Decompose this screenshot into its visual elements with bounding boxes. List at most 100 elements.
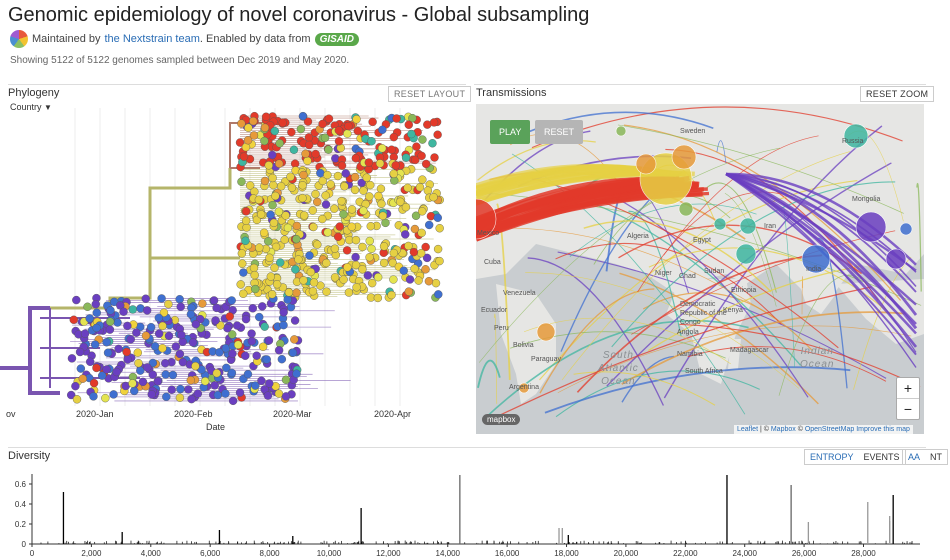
tip-marker: [334, 137, 344, 146]
transmission-map[interactable]: [476, 104, 924, 434]
tip-marker: [404, 120, 413, 129]
tip-marker: [209, 296, 219, 305]
place-label: Egypt: [693, 237, 711, 244]
tip-marker: [309, 222, 318, 232]
x-tick-label: 4,000: [141, 549, 162, 558]
tip-marker: [291, 265, 300, 274]
landmass: [496, 284, 556, 404]
place-label: Democratic Republic of the Congo: [680, 301, 727, 326]
tip-marker: [141, 331, 151, 340]
events-button[interactable]: EVENTS: [863, 452, 900, 462]
transmission-arc: [783, 209, 795, 368]
tip-marker: [138, 377, 148, 387]
tip-marker: [161, 359, 170, 368]
tip-marker: [426, 211, 436, 221]
x-tick-label: 28,000: [851, 549, 876, 558]
tip-marker: [365, 192, 374, 201]
tip-marker: [281, 211, 290, 220]
color-by-select[interactable]: Country ▼: [10, 102, 52, 112]
tip-marker: [237, 119, 246, 128]
leaflet-link[interactable]: Leaflet: [737, 426, 759, 433]
tip-marker: [233, 340, 243, 349]
y-tick-label: 0.4: [15, 500, 27, 509]
reset-layout-button[interactable]: RESET LAYOUT: [388, 86, 472, 102]
tip-marker: [280, 235, 289, 244]
tip-marker: [374, 191, 383, 201]
tip-marker: [373, 272, 383, 282]
tip-marker: [258, 342, 268, 351]
tip-marker: [367, 278, 377, 288]
phylogeny-title: Phylogeny: [8, 87, 60, 99]
aa-button[interactable]: AA: [908, 452, 921, 462]
tip-marker: [269, 180, 278, 190]
nt-button[interactable]: NT: [930, 452, 943, 462]
tip-marker: [274, 389, 284, 398]
tip-marker: [150, 342, 160, 351]
tip-marker: [241, 236, 250, 245]
tip-marker: [292, 234, 301, 244]
place-label: Sudan: [704, 268, 725, 275]
improve-map-link[interactable]: Improve this map: [856, 426, 910, 433]
tip-marker: [343, 129, 352, 138]
zoom-out-button[interactable]: −: [897, 398, 919, 419]
tip-marker: [306, 267, 316, 277]
tip-marker: [91, 299, 100, 309]
place-label: Bolivia: [513, 342, 534, 349]
tip-marker: [403, 183, 412, 193]
maintainer-link[interactable]: the Nextstrain team: [104, 33, 200, 45]
mapbox-link[interactable]: Mapbox: [770, 426, 796, 433]
entropy-chart[interactable]: 0.6 0.4 0.2 00 2,000 4,000 6,000 8,000 10,000 12,…: [0, 466, 950, 560]
gisaid-logo[interactable]: GISAID: [314, 32, 360, 46]
location-node: [801, 244, 831, 274]
tip-marker: [277, 354, 287, 364]
tip-marker: [227, 368, 237, 378]
x-tick-label: 2020-Apr: [374, 409, 412, 419]
entropy-button[interactable]: ENTROPY: [810, 452, 854, 462]
tip-marker: [256, 210, 266, 219]
tip-marker: [90, 340, 100, 349]
tip-marker: [417, 228, 426, 238]
tip-marker: [235, 138, 245, 147]
tip-marker: [176, 302, 185, 311]
tip-marker: [105, 317, 115, 326]
place-label: Argentina: [509, 384, 539, 391]
tip-marker: [257, 376, 266, 385]
diversity-title: Diversity: [8, 450, 51, 462]
phylogeny-tree[interactable]: [0, 108, 466, 408]
tree-branch: [50, 168, 240, 310]
x-axis-label: Date: [206, 422, 226, 432]
reset-zoom-button[interactable]: RESET ZOOM: [860, 86, 935, 102]
transmission-arc: [478, 227, 777, 320]
attrib-sep: ©: [795, 426, 805, 433]
tip-marker: [428, 139, 437, 148]
reset-animation-button[interactable]: RESET: [535, 120, 584, 144]
tip-marker: [227, 296, 236, 305]
x-tick-label: 24,000: [732, 549, 757, 558]
tip-marker: [379, 242, 389, 251]
transmission-arc: [488, 286, 872, 422]
transmission-arc: [621, 311, 905, 385]
tip-marker: [357, 178, 366, 188]
tip-marker: [364, 158, 374, 167]
tip-marker: [175, 295, 184, 304]
tip-marker: [221, 344, 231, 353]
osm-link[interactable]: OpenStreetMap: [804, 426, 855, 433]
tip-marker: [410, 264, 419, 273]
transmission-arc: [557, 251, 887, 379]
tip-marker: [133, 348, 142, 357]
tip-marker: [238, 259, 247, 268]
zoom-in-button[interactable]: +: [903, 380, 913, 396]
tip-marker: [128, 305, 138, 314]
tip-marker: [148, 370, 157, 379]
tip-marker: [191, 320, 201, 329]
transmission-arc: [482, 319, 749, 421]
tip-marker: [281, 392, 291, 401]
mapbox-logo[interactable]: mapbox: [482, 414, 521, 425]
play-button[interactable]: PLAY: [490, 120, 531, 144]
tip-marker: [342, 246, 352, 255]
divider: [8, 84, 466, 85]
tip-marker: [134, 358, 143, 368]
tip-marker: [265, 253, 274, 262]
location-node: [899, 222, 913, 236]
tip-marker: [324, 145, 333, 154]
